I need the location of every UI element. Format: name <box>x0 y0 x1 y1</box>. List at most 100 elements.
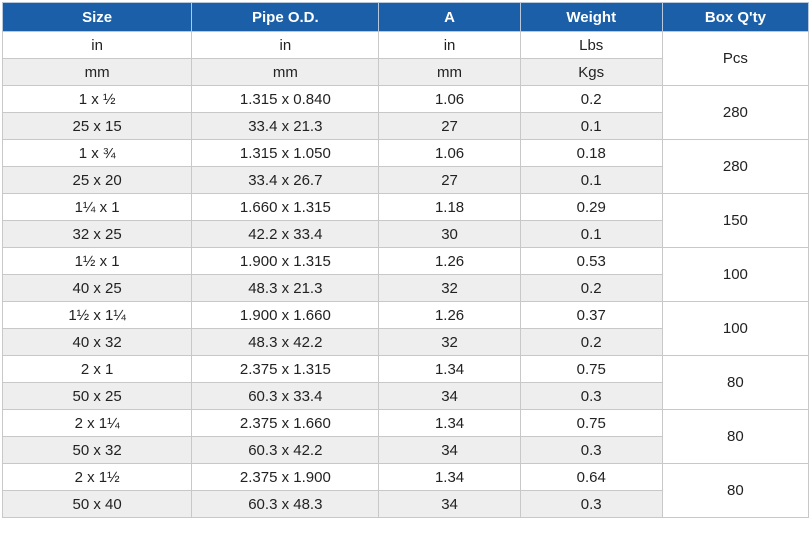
pipe-od-in: 2.375 x 1.315 <box>191 355 380 383</box>
units-row-mm: mm mm mm Kgs <box>1 58 809 86</box>
size-mm: 25 x 15 <box>1 112 193 140</box>
pipe-od-mm: 48.3 x 21.3 <box>191 274 380 302</box>
table-row: 25 x 20 33.4 x 26.7 27 0.1 <box>1 166 809 194</box>
a-mm: 27 <box>378 166 521 194</box>
a-in: 1.06 <box>378 85 521 113</box>
a-in: 1.34 <box>378 463 521 491</box>
weight-lbs: 0.29 <box>519 193 663 221</box>
pipe-od-in: 1.900 x 1.660 <box>191 301 380 329</box>
pipe-od-in: 2.375 x 1.660 <box>191 409 380 437</box>
box-qty: 80 <box>661 463 809 518</box>
pipe-od-mm: 60.3 x 33.4 <box>191 382 380 410</box>
size-mm: 50 x 32 <box>1 436 193 464</box>
table-row: 1¼ x 1 1.660 x 1.315 1.18 0.29 150 <box>1 193 809 248</box>
size-mm: 32 x 25 <box>1 220 193 248</box>
header-a: A <box>378 2 521 32</box>
table-row: 40 x 32 48.3 x 42.2 32 0.2 <box>1 328 809 356</box>
pipe-od-mm: 60.3 x 48.3 <box>191 490 380 518</box>
a-in: 1.06 <box>378 139 521 167</box>
a-mm: 32 <box>378 328 521 356</box>
pipe-od-mm: 33.4 x 21.3 <box>191 112 380 140</box>
weight-lbs: 0.75 <box>519 409 663 437</box>
pipe-od-in: 1.660 x 1.315 <box>191 193 380 221</box>
header-weight: Weight <box>519 2 663 32</box>
unit-qty-pcs: Pcs <box>661 31 809 86</box>
table-row: 50 x 25 60.3 x 33.4 34 0.3 <box>1 382 809 410</box>
table-row: 1 x ½ 1.315 x 0.840 1.06 0.2 280 <box>1 85 809 140</box>
size-in: 2 x 1¼ <box>1 409 193 437</box>
size-mm: 40 x 25 <box>1 274 193 302</box>
a-mm: 30 <box>378 220 521 248</box>
a-in: 1.34 <box>378 409 521 437</box>
a-mm: 34 <box>378 382 521 410</box>
unit-a-mm: mm <box>378 58 521 86</box>
weight-kgs: 0.1 <box>519 112 663 140</box>
pipe-spec-table: Size Pipe O.D. A Weight Box Q'ty in in i… <box>1 2 809 518</box>
units-row-in: in in in Lbs Pcs <box>1 31 809 86</box>
size-in: 2 x 1 <box>1 355 193 383</box>
pipe-od-mm: 42.2 x 33.4 <box>191 220 380 248</box>
size-in: 1 x ½ <box>1 85 193 113</box>
unit-size-mm: mm <box>1 58 193 86</box>
size-in: 1 x ¾ <box>1 139 193 167</box>
header-row: Size Pipe O.D. A Weight Box Q'ty <box>1 2 809 32</box>
header-pipe-od: Pipe O.D. <box>191 2 380 32</box>
a-in: 1.26 <box>378 247 521 275</box>
weight-lbs: 0.2 <box>519 85 663 113</box>
table-row: 2 x 1½ 2.375 x 1.900 1.34 0.64 80 <box>1 463 809 518</box>
box-qty: 80 <box>661 409 809 464</box>
header-size: Size <box>1 2 193 32</box>
weight-kgs: 0.2 <box>519 274 663 302</box>
pipe-od-in: 1.315 x 0.840 <box>191 85 380 113</box>
table-row: 1½ x 1¼ 1.900 x 1.660 1.26 0.37 100 <box>1 301 809 356</box>
unit-weight-kgs: Kgs <box>519 58 663 86</box>
weight-lbs: 0.64 <box>519 463 663 491</box>
a-mm: 32 <box>378 274 521 302</box>
size-in: 1½ x 1¼ <box>1 301 193 329</box>
table-row: 32 x 25 42.2 x 33.4 30 0.1 <box>1 220 809 248</box>
table-row: 50 x 40 60.3 x 48.3 34 0.3 <box>1 490 809 518</box>
a-mm: 34 <box>378 436 521 464</box>
box-qty: 100 <box>661 301 809 356</box>
size-in: 2 x 1½ <box>1 463 193 491</box>
box-qty: 280 <box>661 139 809 194</box>
pipe-od-in: 1.900 x 1.315 <box>191 247 380 275</box>
weight-kgs: 0.1 <box>519 166 663 194</box>
unit-weight-lbs: Lbs <box>519 31 663 59</box>
size-in: 1¼ x 1 <box>1 193 193 221</box>
unit-a-in: in <box>378 31 521 59</box>
weight-lbs: 0.37 <box>519 301 663 329</box>
weight-kgs: 0.1 <box>519 220 663 248</box>
table-row: 1 x ¾ 1.315 x 1.050 1.06 0.18 280 <box>1 139 809 194</box>
table-row: 2 x 1 2.375 x 1.315 1.34 0.75 80 <box>1 355 809 410</box>
a-in: 1.34 <box>378 355 521 383</box>
weight-kgs: 0.2 <box>519 328 663 356</box>
unit-od-in: in <box>191 31 380 59</box>
box-qty: 280 <box>661 85 809 140</box>
unit-od-mm: mm <box>191 58 380 86</box>
table-row: 1½ x 1 1.900 x 1.315 1.26 0.53 100 <box>1 247 809 302</box>
size-mm: 25 x 20 <box>1 166 193 194</box>
weight-kgs: 0.3 <box>519 382 663 410</box>
a-in: 1.18 <box>378 193 521 221</box>
table-row: 2 x 1¼ 2.375 x 1.660 1.34 0.75 80 <box>1 409 809 464</box>
size-mm: 50 x 40 <box>1 490 193 518</box>
size-mm: 40 x 32 <box>1 328 193 356</box>
size-in: 1½ x 1 <box>1 247 193 275</box>
a-mm: 27 <box>378 112 521 140</box>
box-qty: 100 <box>661 247 809 302</box>
pipe-od-in: 1.315 x 1.050 <box>191 139 380 167</box>
pipe-od-in: 2.375 x 1.900 <box>191 463 380 491</box>
unit-size-in: in <box>1 31 193 59</box>
pipe-od-mm: 48.3 x 42.2 <box>191 328 380 356</box>
header-box-qty: Box Q'ty <box>661 2 809 32</box>
table-row: 25 x 15 33.4 x 21.3 27 0.1 <box>1 112 809 140</box>
weight-kgs: 0.3 <box>519 490 663 518</box>
box-qty: 80 <box>661 355 809 410</box>
size-mm: 50 x 25 <box>1 382 193 410</box>
weight-lbs: 0.75 <box>519 355 663 383</box>
pipe-od-mm: 60.3 x 42.2 <box>191 436 380 464</box>
pipe-od-mm: 33.4 x 26.7 <box>191 166 380 194</box>
a-in: 1.26 <box>378 301 521 329</box>
weight-lbs: 0.53 <box>519 247 663 275</box>
